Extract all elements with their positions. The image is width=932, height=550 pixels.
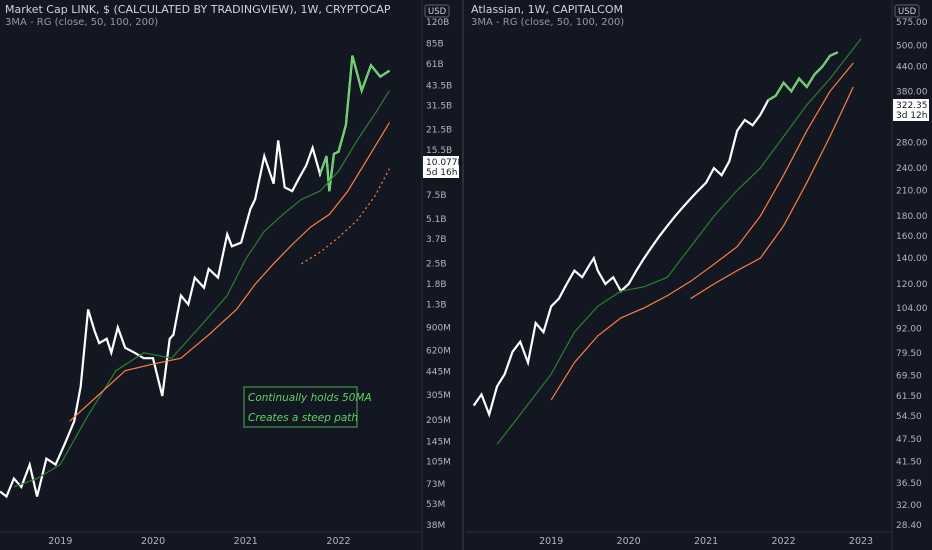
y-tick-label: 31.5B bbox=[426, 101, 452, 111]
y-tick-label: 205M bbox=[426, 416, 451, 426]
countdown-label: 3d 12h bbox=[896, 111, 927, 121]
chart-panel-2: 575.00500.00440.00380.00330.00280.00240.… bbox=[466, 0, 929, 550]
y-tick-label: 61B bbox=[426, 60, 444, 70]
y-tick-label: 21.5B bbox=[426, 125, 452, 135]
y-tick-label: 280.00 bbox=[896, 138, 928, 148]
x-tick-label: 2020 bbox=[141, 536, 165, 547]
y-tick-label: 120B bbox=[426, 18, 449, 28]
y-tick-label: 7.5B bbox=[426, 191, 447, 201]
y-tick-label: 140.00 bbox=[896, 254, 928, 264]
x-tick-label: 2023 bbox=[849, 536, 873, 547]
chart-panel-1: 120B85B61B43.5B31.5B21.5B15.5B10.5B7.5B5… bbox=[0, 0, 464, 550]
y-tick-label: 210.00 bbox=[896, 186, 928, 196]
x-tick-label: 2019 bbox=[539, 536, 563, 547]
y-tick-label: 47.50 bbox=[896, 435, 922, 445]
y-tick-label: 380.00 bbox=[896, 87, 928, 97]
y-tick-label: 120.00 bbox=[896, 280, 928, 290]
x-tick-label: 2021 bbox=[694, 536, 718, 547]
y-tick-label: 28.40 bbox=[896, 521, 922, 531]
y-tick-label: 79.50 bbox=[896, 349, 922, 359]
y-tick-label: 38M bbox=[426, 521, 445, 531]
x-tick-label: 2019 bbox=[48, 536, 72, 547]
y-tick-label: 104.00 bbox=[896, 304, 928, 314]
y-tick-label: 445M bbox=[426, 367, 451, 377]
y-tick-label: 2.5B bbox=[426, 260, 447, 270]
currency-tag-label: USD bbox=[428, 7, 447, 17]
y-tick-label: 105M bbox=[426, 458, 451, 468]
y-tick-label: 160.00 bbox=[896, 232, 928, 242]
countdown-label: 5d 16h bbox=[426, 168, 457, 178]
y-tick-label: 305M bbox=[426, 391, 451, 401]
y-tick-label: 180.00 bbox=[896, 212, 928, 222]
y-tick-label: 73M bbox=[426, 480, 445, 490]
currency-tag-label: USD bbox=[898, 7, 917, 17]
x-tick-label: 2021 bbox=[234, 536, 258, 547]
y-tick-label: 3.7B bbox=[426, 235, 447, 245]
annotation-text: Creates a steep path bbox=[248, 412, 358, 424]
chart-subtitle: 3MA - RG (close, 50, 100, 200) bbox=[5, 17, 158, 28]
last-value-label: 10.077B bbox=[426, 158, 464, 168]
chart-subtitle: 3MA - RG (close, 50, 100, 200) bbox=[471, 17, 624, 28]
y-tick-label: 575.00 bbox=[896, 18, 928, 28]
series-line-ma-100 bbox=[550, 62, 854, 401]
y-tick-label: 69.50 bbox=[896, 371, 922, 381]
currency-tag bbox=[894, 4, 920, 18]
series-line-price-highlight bbox=[319, 55, 390, 192]
y-tick-label: 1.8B bbox=[426, 280, 447, 290]
last-value-badge bbox=[893, 99, 929, 121]
y-tick-label: 440.00 bbox=[896, 63, 928, 73]
annotation-text: Continually holds 50MA bbox=[248, 392, 372, 404]
y-tick-label: 1.3B bbox=[426, 300, 447, 310]
y-tick-label: 5.1B bbox=[426, 215, 447, 225]
y-tick-label: 85B bbox=[426, 40, 444, 50]
x-tick-label: 2020 bbox=[617, 536, 641, 547]
chart-title: Atlassian, 1W, CAPITALCOM bbox=[471, 3, 623, 16]
series-line-price-highlight bbox=[767, 51, 839, 102]
y-tick-label: 61.50 bbox=[896, 392, 922, 402]
currency-tag bbox=[424, 4, 450, 18]
y-tick-label: 92.00 bbox=[896, 324, 922, 334]
y-tick-label: 54.50 bbox=[896, 412, 922, 422]
y-tick-label: 620M bbox=[426, 347, 451, 357]
y-tick-label: 36.50 bbox=[896, 479, 922, 489]
annotation-box bbox=[243, 386, 358, 428]
x-tick-label: 2022 bbox=[771, 536, 795, 547]
y-tick-label: 32.00 bbox=[896, 501, 922, 511]
y-tick-label: 240.00 bbox=[896, 164, 928, 174]
y-tick-label: 900M bbox=[426, 323, 451, 333]
y-tick-label: 53M bbox=[426, 500, 445, 510]
x-tick-label: 2022 bbox=[326, 536, 350, 547]
y-tick-label: 43.5B bbox=[426, 81, 452, 91]
y-tick-label: 41.50 bbox=[896, 458, 922, 468]
series-line-ma-50 bbox=[13, 90, 391, 488]
series-line-ma-200 bbox=[690, 86, 854, 300]
last-value-badge bbox=[423, 156, 459, 178]
chart-title: Market Cap LINK, $ (CALCULATED BY TRADIN… bbox=[5, 3, 391, 16]
last-value-label: 322.35 bbox=[896, 101, 928, 111]
y-tick-label: 145M bbox=[426, 437, 451, 447]
y-tick-label: 500.00 bbox=[896, 41, 928, 51]
series-line-ma-50 bbox=[496, 38, 862, 445]
series-line-ma-100 bbox=[69, 122, 391, 422]
y-tick-label: 15.5B bbox=[426, 146, 452, 156]
